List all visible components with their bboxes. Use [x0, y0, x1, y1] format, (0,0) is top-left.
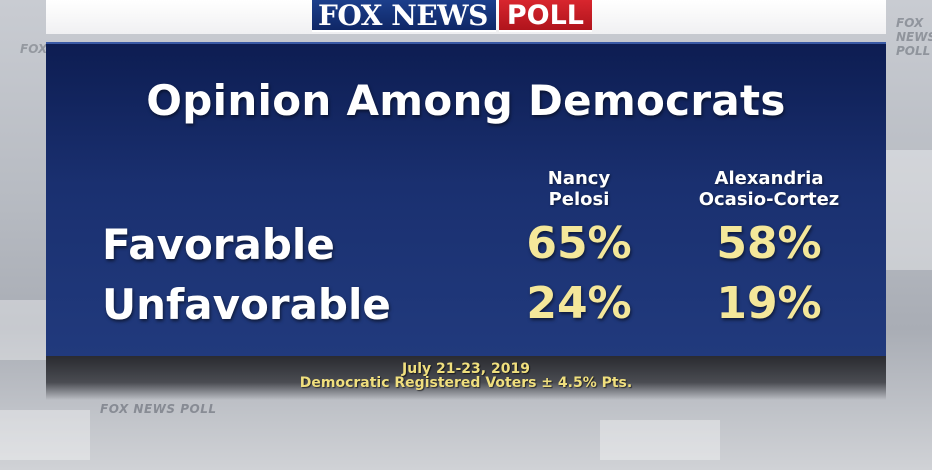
value-unfavorable-ocasio-cortez: 19%	[716, 278, 822, 329]
row-label-favorable: Favorable	[102, 220, 335, 269]
row-label-unfavorable: Unfavorable	[102, 280, 391, 329]
watermark-text-3: FOX NEWS POLL	[896, 16, 932, 58]
column-header-ocasio-cortez: Alexandria Ocasio-Cortez	[684, 168, 854, 210]
poll-logo: POLL	[498, 0, 593, 32]
poll-date: July 21-23, 2019	[402, 361, 530, 377]
logo-fox-news-text: FOX NEWS	[318, 0, 488, 32]
poll-panel: Opinion Among Democrats Nancy Pelosi Ale…	[46, 42, 886, 358]
fox-news-logo: FOX NEWS	[312, 0, 496, 32]
fox-news-poll-logo: FOX NEWS POLL	[312, 0, 593, 32]
bg-block	[0, 300, 46, 360]
bg-block	[600, 420, 720, 460]
footer-band: July 21-23, 2019 Democratic Registered V…	[46, 356, 886, 400]
bg-block	[0, 410, 90, 460]
value-unfavorable-pelosi: 24%	[526, 278, 632, 329]
column-header-line: Pelosi	[548, 189, 610, 210]
logo-poll-text: POLL	[506, 0, 585, 31]
column-header-line: Nancy	[547, 168, 611, 189]
value-favorable-ocasio-cortez: 58%	[716, 218, 822, 269]
value-favorable-pelosi: 65%	[526, 218, 632, 269]
bg-block	[886, 150, 932, 270]
chart-title: Opinion Among Democrats	[146, 76, 786, 125]
column-header-pelosi: Nancy Pelosi	[494, 168, 664, 210]
watermark-text: FOX NEWS POLL	[100, 402, 217, 416]
column-header-line: Alexandria	[714, 168, 824, 189]
column-header-line: Ocasio-Cortez	[698, 189, 840, 210]
poll-sample-note: Democratic Registered Voters ± 4.5% Pts.	[299, 375, 633, 391]
